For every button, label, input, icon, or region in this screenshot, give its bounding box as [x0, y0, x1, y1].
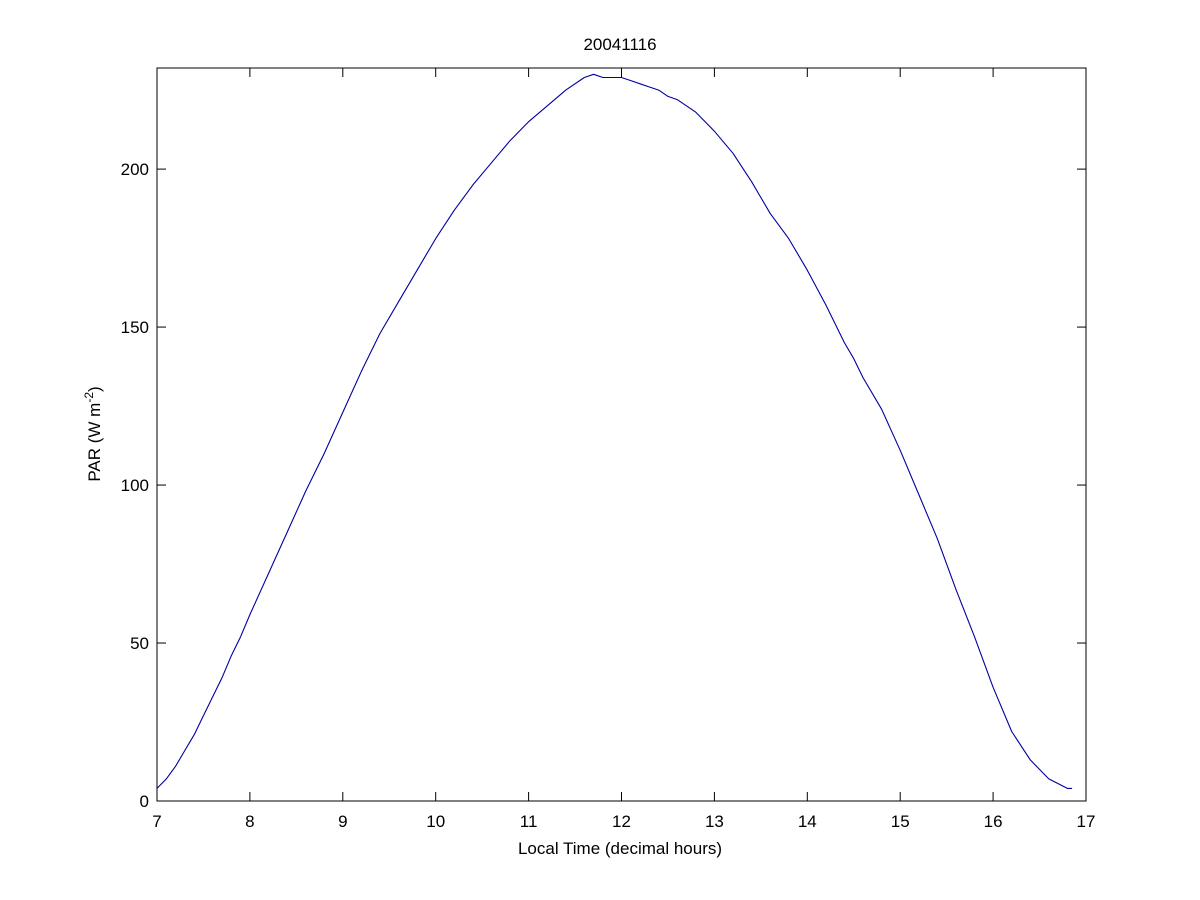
- y-tick-label: 100: [121, 476, 149, 495]
- x-tick-label: 17: [1077, 812, 1096, 831]
- x-tick-label: 15: [891, 812, 910, 831]
- x-tick-label: 12: [612, 812, 631, 831]
- x-tick-label: 7: [152, 812, 161, 831]
- y-axis-label: PAR (W m-2): [82, 386, 104, 481]
- y-tick-label: 0: [140, 792, 149, 811]
- x-tick-label: 9: [338, 812, 347, 831]
- x-tick-label: 13: [705, 812, 724, 831]
- y-tick-label: 50: [130, 634, 149, 653]
- x-tick-label: 10: [426, 812, 445, 831]
- tick-labels-layer: 7 8 9 10 11 12 13 14 15 16 17 0 50 100 150 200: [121, 160, 1096, 831]
- y-axis-label-suffix: ): [85, 386, 104, 392]
- x-tick-label: 8: [245, 812, 254, 831]
- x-tick-label: 16: [984, 812, 1003, 831]
- par-data-line: [156, 73, 1073, 789]
- x-tick-label: 11: [520, 812, 538, 831]
- x-tick-label: 14: [798, 812, 817, 831]
- x-axis-label: Local Time (decimal hours): [518, 839, 722, 858]
- y-tick-label: 150: [121, 318, 149, 337]
- plot-area-frame: [156, 67, 1087, 802]
- y-axis-label-prefix: PAR (W m: [85, 403, 104, 482]
- chart-title: 20041116: [583, 35, 656, 54]
- y-axis-label-superscript: -2: [82, 392, 96, 403]
- y-tick-label: 200: [121, 160, 149, 179]
